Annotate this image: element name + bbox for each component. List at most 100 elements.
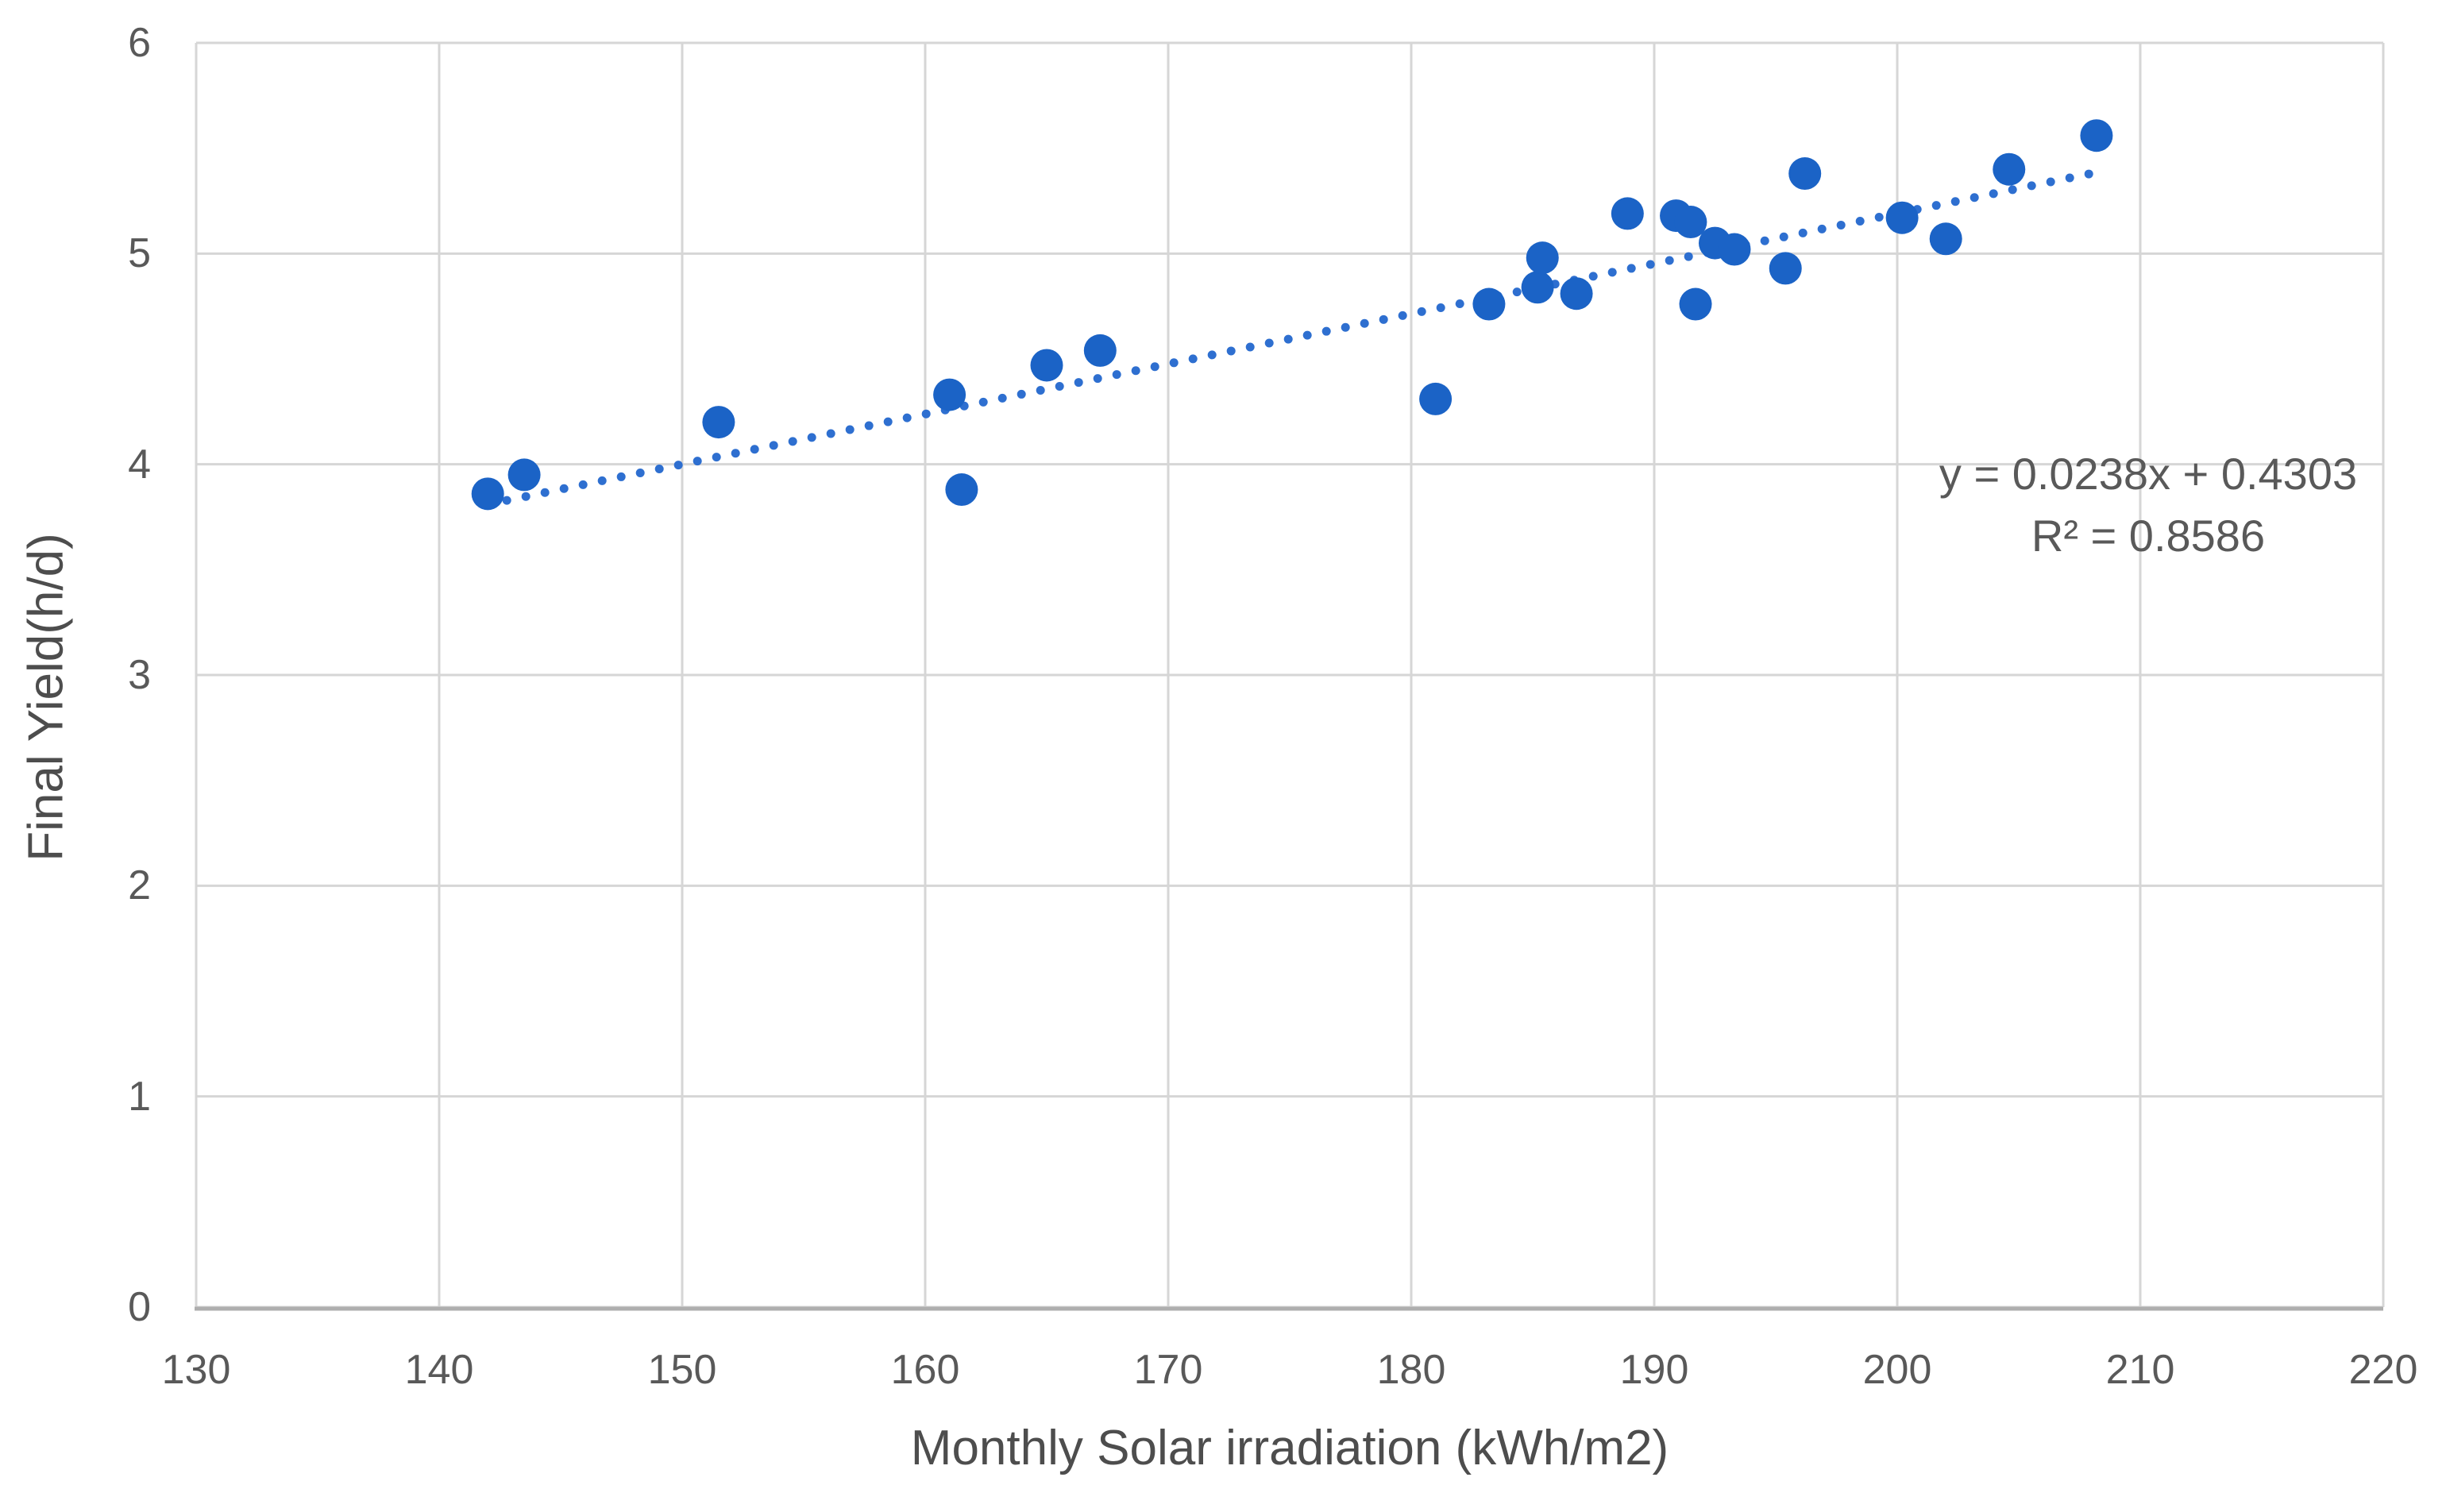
trendline-dot	[1379, 314, 1388, 324]
trendline-dot	[1264, 338, 1274, 348]
trendline-dot	[921, 409, 931, 418]
data-point	[1030, 349, 1063, 382]
data-point	[507, 458, 541, 492]
trendline-dot	[864, 421, 874, 430]
data-point	[1718, 233, 1751, 266]
data-point	[1929, 222, 1962, 256]
trendline-dot	[521, 492, 530, 501]
x-tick-label: 160	[890, 1347, 960, 1393]
trendline-dot	[826, 429, 835, 438]
trendline-dot	[540, 488, 550, 497]
data-point	[1788, 157, 1822, 191]
trendline-dot	[1074, 378, 1083, 388]
trendline-dot	[750, 445, 759, 454]
trendline-dot	[2027, 181, 2036, 191]
trendline-dot	[1588, 272, 1598, 281]
trendline-dot	[1036, 385, 1045, 395]
trendline-dot	[1455, 299, 1464, 309]
trendline-dot	[1188, 354, 1198, 364]
trendline-dot	[1798, 228, 1807, 237]
trendline-dot	[1931, 201, 1941, 210]
x-tick-label: 200	[1862, 1347, 1932, 1393]
y-tick-label: 2	[128, 862, 151, 909]
trendline-dot	[1950, 197, 1960, 206]
trendline-dot	[1989, 189, 1998, 199]
trendline-dot	[1436, 303, 1445, 312]
y-axis-title: Final Yield(h/d)	[18, 533, 74, 862]
trendline-dot	[712, 453, 721, 462]
trendline-dot	[1283, 334, 1293, 344]
trendline-dot	[635, 468, 645, 477]
trendline-dot	[1017, 389, 1026, 399]
y-tick-label: 4	[128, 441, 151, 488]
y-tick-label: 3	[128, 652, 151, 698]
trendline-dot	[807, 433, 816, 442]
x-tick-label: 180	[1376, 1347, 1446, 1393]
trendline-dot	[1512, 287, 1522, 297]
trendline-dot	[2046, 177, 2055, 187]
data-point	[1769, 252, 1802, 285]
trendline-dot	[1855, 216, 1865, 226]
trendline-dot	[1970, 193, 1979, 202]
trendline-dot	[654, 465, 664, 474]
trendline-dot	[673, 461, 683, 470]
trendline-dot	[769, 441, 778, 450]
trendline-dot	[597, 476, 607, 485]
trendline-dot	[1684, 252, 1693, 261]
trendline-dot	[997, 393, 1007, 403]
data-point	[1083, 334, 1117, 367]
data-point	[1472, 287, 1506, 321]
trendline-dot	[2084, 169, 2093, 179]
trendline-dot	[1817, 224, 1827, 233]
x-tick-label: 130	[161, 1347, 231, 1393]
trendline-dot	[1169, 358, 1179, 368]
y-tick-label: 6	[128, 20, 151, 66]
data-point	[1679, 287, 1712, 321]
trendline-dot	[1226, 346, 1236, 356]
x-tick-label: 170	[1133, 1347, 1203, 1393]
trendline-equation-text: y = 0.0238x + 0.4303	[1939, 449, 2358, 499]
data-point	[1611, 197, 1644, 230]
trendline-dot	[578, 480, 588, 489]
trendline-dot	[978, 397, 988, 407]
trendline-dot	[1150, 362, 1159, 372]
trendline-dot	[1245, 342, 1255, 352]
data-point	[1674, 206, 1707, 239]
trendline-dot	[616, 472, 626, 481]
data-point	[945, 473, 978, 507]
trendline-dot	[902, 413, 912, 422]
trendline-dot	[502, 496, 511, 505]
trendline-dot	[1836, 220, 1846, 230]
y-tick-label: 5	[128, 230, 151, 277]
x-tick-label: 140	[404, 1347, 474, 1393]
trendline-dot	[1093, 374, 1102, 384]
data-point	[1419, 382, 1453, 415]
x-tick-label: 190	[1619, 1347, 1689, 1393]
trendline-dot	[1112, 370, 1121, 380]
trendline-dot	[1645, 260, 1655, 269]
data-point	[1521, 271, 1554, 304]
trendline-dot	[1626, 264, 1636, 273]
data-point	[1885, 201, 1919, 234]
x-tick-label: 150	[647, 1347, 717, 1393]
trendline-dot	[559, 484, 569, 493]
trendline-dot	[1055, 382, 1064, 392]
trendline-dot	[1874, 213, 1884, 222]
trendline-dot	[1607, 268, 1617, 277]
trendline-dot	[1760, 236, 1769, 245]
trendline-dot	[1398, 310, 1407, 320]
trendline-dot	[1360, 318, 1369, 328]
x-axis-title: Monthly Solar irradiation (kWh/m2)	[910, 1421, 1669, 1475]
data-point	[933, 378, 966, 411]
x-tick-label: 220	[2348, 1347, 2418, 1393]
trendline-dot	[1665, 256, 1674, 265]
trendline-dot	[788, 437, 797, 446]
y-tick-label: 0	[128, 1284, 151, 1330]
trendline-dot	[1779, 232, 1788, 241]
trendline-dot	[2008, 185, 2017, 195]
trendline-dot	[1302, 330, 1312, 340]
trendline-dot	[1207, 350, 1217, 360]
r-squared-text: R² = 0.8586	[2031, 511, 2266, 561]
